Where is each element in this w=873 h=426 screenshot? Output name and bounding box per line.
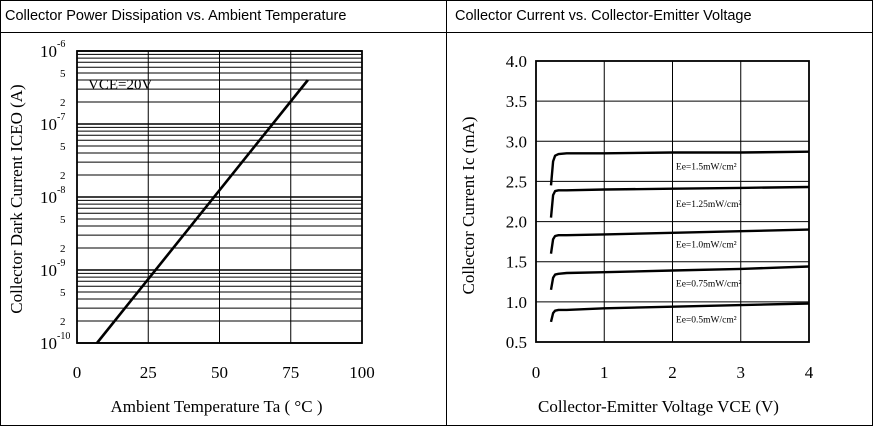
ic-curve [549,265,810,291]
curve-label: Ee=0.5mW/cm² [676,316,737,326]
y-minor-tick-label: 2 [60,243,66,255]
x-tick-label: 50 [211,363,228,382]
curve-label: Ee=1.25mW/cm² [676,200,742,210]
y-tick-label: 2.0 [506,213,527,232]
curve-label: Ee=1.0mW/cm² [676,240,737,250]
ic-curve [549,228,810,254]
y-minor-tick-label: 5 [60,68,66,80]
ic-curve [549,302,810,323]
y-tick-label: 2.5 [506,172,527,191]
ic-curve [549,185,810,218]
y-minor-tick-label: 5 [60,287,66,299]
x-tick-label: 0 [73,363,82,382]
x-axis-title: Collector-Emitter Voltage VCE (V) [538,397,779,416]
ic-curve [549,150,810,186]
x-tick-label: 2 [668,363,677,382]
x-tick-label: 1 [600,363,609,382]
y-minor-tick-label: 2 [60,170,66,182]
y-tick-label: 3.5 [506,92,527,111]
y-minor-tick-label: 2 [60,316,66,328]
panel-divider [446,0,447,426]
curve-label: Ee=0.75mW/cm² [676,280,742,290]
y-tick-label: 1.0 [506,293,527,312]
y-axis-title: Collector Current Ic (mA) [459,117,478,295]
x-tick-label: 25 [140,363,157,382]
vce-annotation: VCE=20V [88,77,152,93]
y-tick-label: 10-9 [40,258,65,280]
y-tick-label: 3.0 [506,132,527,151]
y-minor-tick-label: 2 [60,97,66,109]
y-minor-tick-label: 5 [60,214,66,226]
y-tick-label: 10-6 [40,39,65,61]
dark-current-line [95,79,309,344]
chart-1-title: Collector Power Dissipation vs. Ambient … [5,8,347,24]
plot-area-border [76,50,363,344]
x-tick-label: 100 [349,363,375,382]
y-tick-label: 10-7 [40,112,65,134]
x-tick-label: 3 [737,363,746,382]
y-tick-label: 10-8 [40,185,65,207]
y-tick-label: 0.5 [506,333,527,352]
y-tick-label: 4.0 [506,52,527,71]
title-divider [0,32,873,33]
chart-2-title: Collector Current vs. Collector-Emitter … [455,8,752,24]
plot-area-border [535,60,810,343]
x-axis-title: Ambient Temperature Ta ( °C ) [111,397,323,416]
y-minor-tick-label: 5 [60,141,66,153]
x-tick-label: 0 [532,363,541,382]
dark-current-chart: 0 25 50 75 10010-610-710-810-910-1052525252V… [7,39,375,416]
curve-label: Ee=1.5mW/cm² [676,162,737,172]
x-tick-label: 4 [805,363,814,382]
x-tick-label: 75 [282,363,299,382]
y-tick-label: 1.5 [506,253,527,272]
y-axis-title: Collector Dark Current ICEO (A) [7,84,26,313]
y-tick-label: 10-10 [40,331,70,353]
